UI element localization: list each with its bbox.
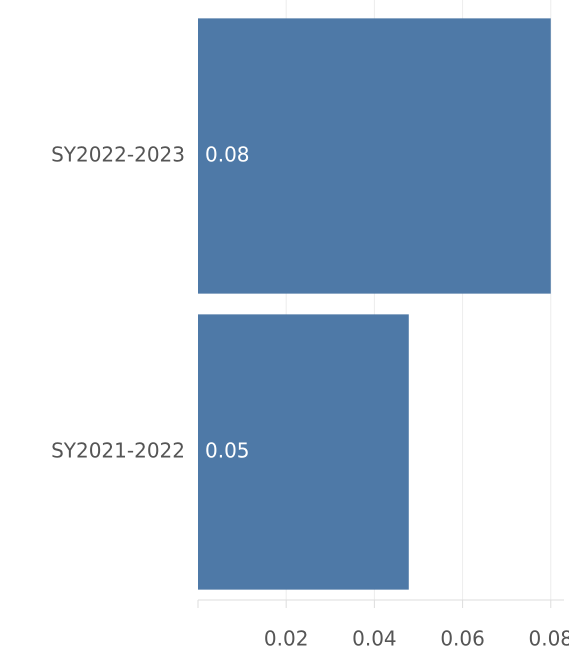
x-tick-label: 0.04	[352, 627, 397, 651]
x-tick-label: 0.02	[264, 627, 309, 651]
bar	[198, 18, 551, 294]
y-tick-label: SY2021-2022	[51, 439, 185, 463]
x-tick-label: 0.08	[529, 627, 569, 651]
bar	[198, 314, 409, 590]
y-tick-label: SY2022-2023	[51, 143, 185, 167]
x-tick-label: 0.06	[440, 627, 485, 651]
value-label: 0.08	[205, 143, 250, 167]
value-label: 0.05	[205, 439, 250, 463]
